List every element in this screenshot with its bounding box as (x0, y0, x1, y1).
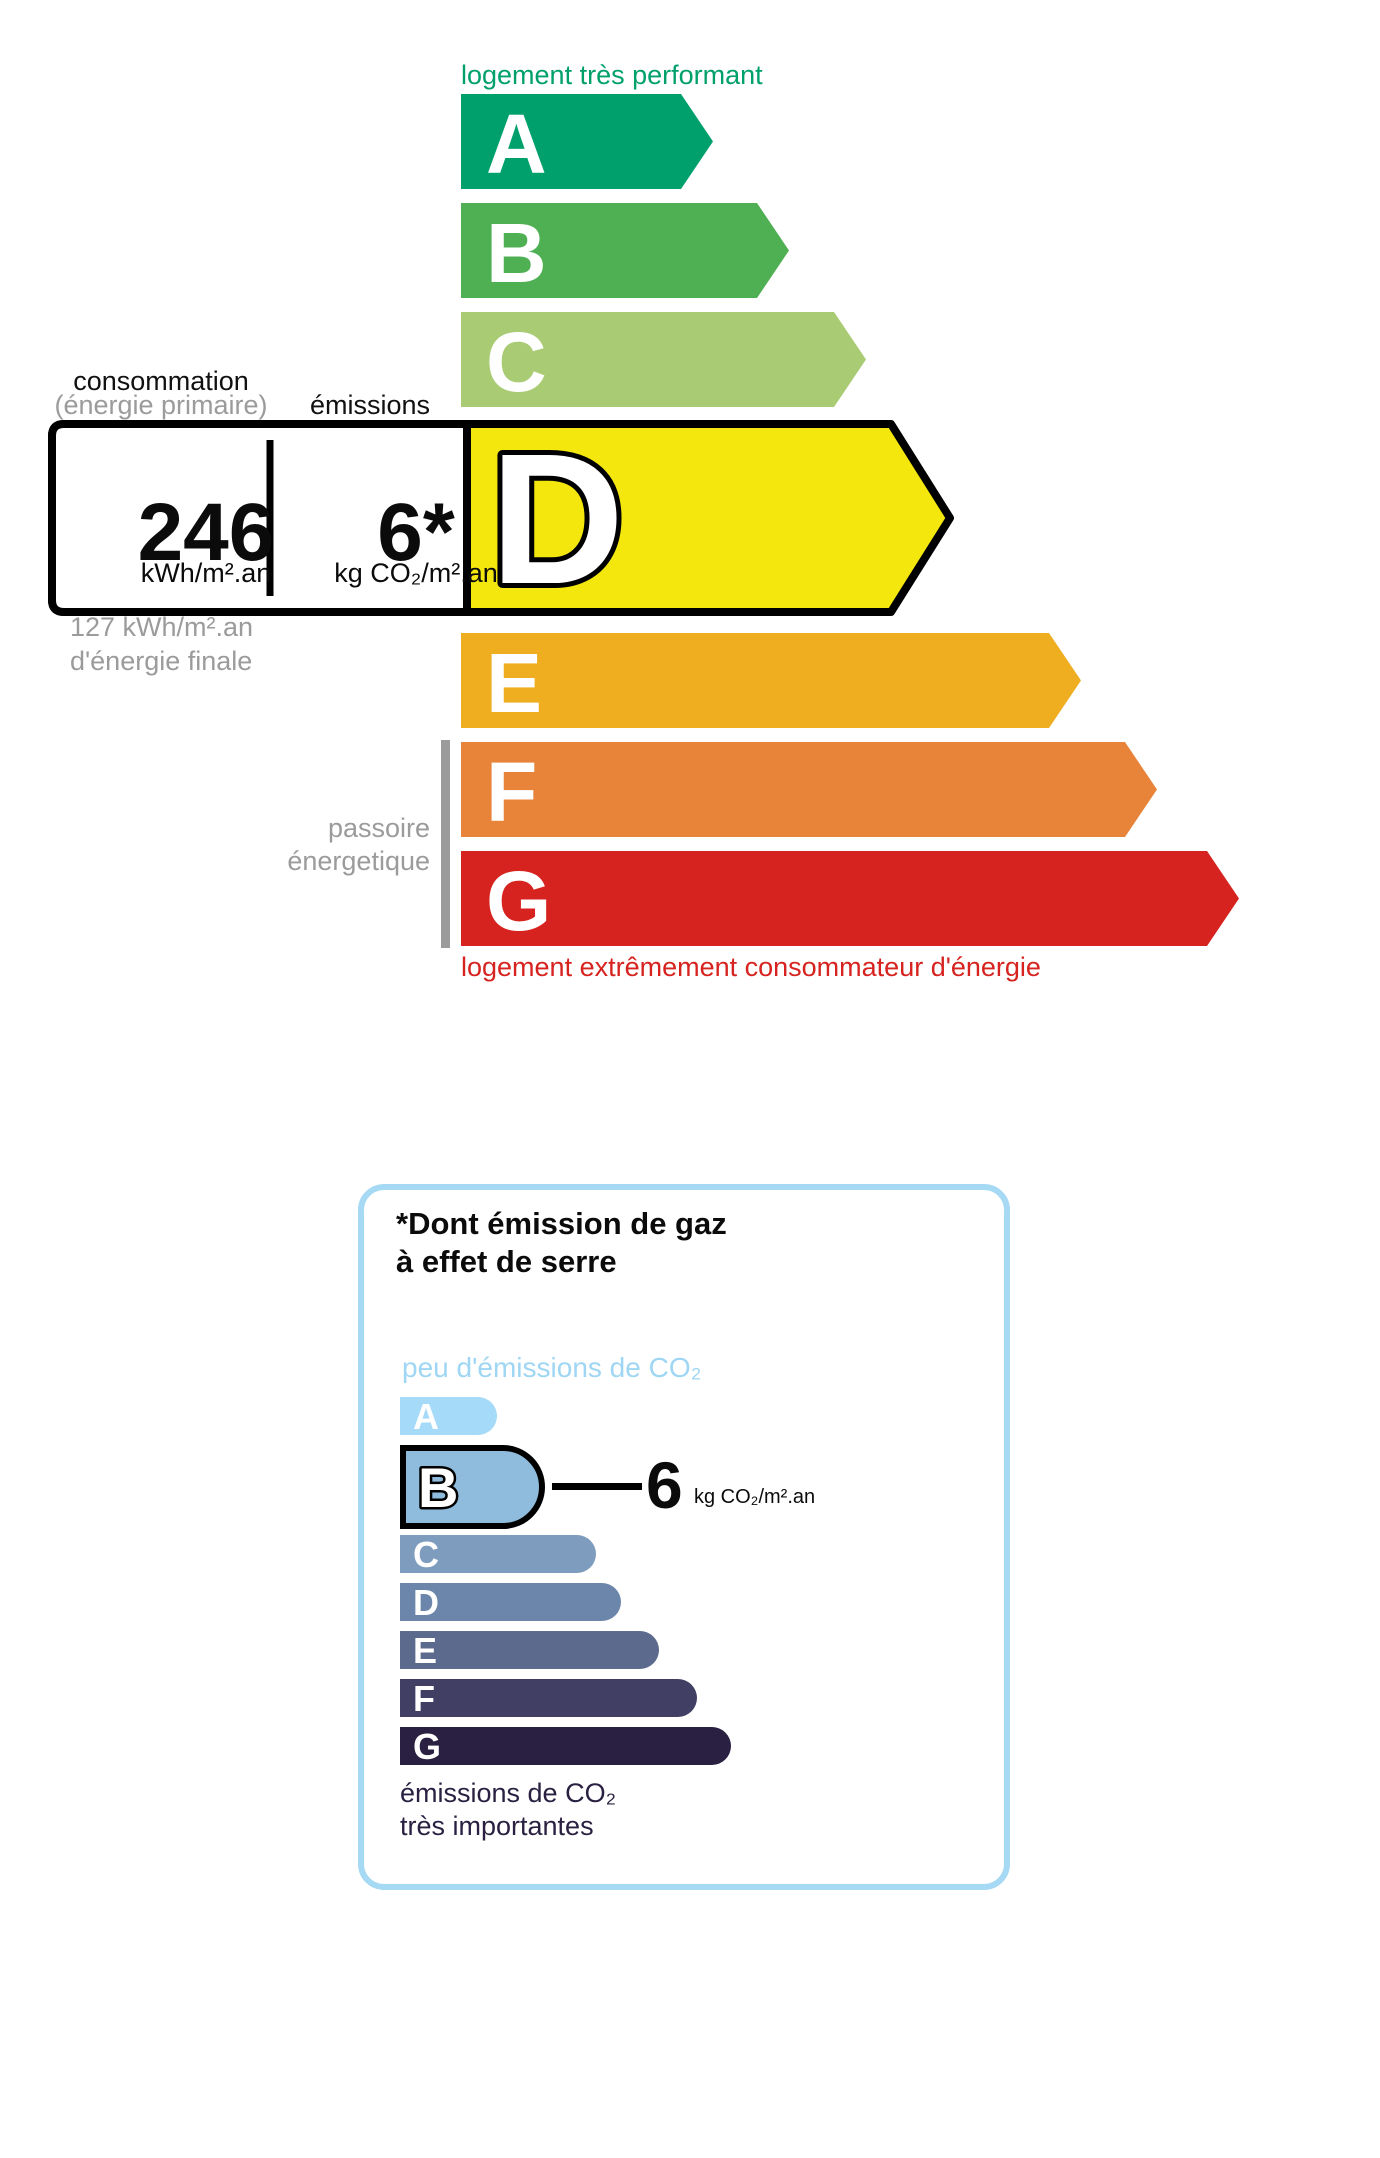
consumption-value: 246 (137, 487, 275, 578)
co2-class-letter-f: F (413, 1678, 435, 1719)
emissions-value: 6* (377, 487, 455, 578)
co2-class-bar-g: G (400, 1727, 731, 1765)
co2-low-emissions-label: peu d'émissions de CO₂ (402, 1352, 702, 1383)
co2-panel-title-line1: *Dont émission de gaz (396, 1206, 727, 1241)
co2-high-emissions-label-line2: très importantes (400, 1811, 594, 1841)
energy-class-bar-b: B (461, 203, 789, 298)
energy-class-bar-a: A (461, 94, 713, 189)
co2-panel-title-line2: à effet de serre (396, 1244, 617, 1279)
co2-class-bar-d: D (400, 1583, 621, 1621)
co2-class-letter-a: A (413, 1396, 439, 1437)
energy-class-letter-f: F (486, 744, 538, 839)
energy-sieve-label: passoire énergetique (180, 812, 430, 878)
co2-current-class-arrow (400, 1445, 545, 1529)
energy-class-letter-e: E (486, 635, 543, 730)
co2-value-connector-line (552, 1483, 642, 1490)
co2-class-letter-e: E (413, 1630, 438, 1671)
final-energy-note-line1: 127 kWh/m².an (70, 612, 254, 642)
co2-value-unit: kg CO₂/m².an (694, 1486, 816, 1508)
co2-panel-title: *Dont émission de gaz à effet de serre (396, 1205, 727, 1281)
co2-class-letter-g: G (413, 1726, 442, 1767)
bottom-consumer-label: logement extrêmement consommateur d'éner… (461, 952, 1041, 982)
energy-sieve-label-line2: énergetique (287, 846, 430, 876)
co2-current-class-letter: B (416, 1456, 461, 1520)
energy-class-letter-c: C (486, 314, 547, 409)
co2-high-emissions-label: émissions de CO₂ très importantes (400, 1777, 616, 1843)
value-box-shape (48, 420, 471, 616)
co2-high-emissions-label-line1: émissions de CO₂ (400, 1778, 617, 1808)
co2-class-letter-d: D (413, 1582, 439, 1623)
co2-class-bar-c: C (400, 1535, 596, 1573)
energy-class-bar-e: E (461, 633, 1081, 728)
energy-class-letter-b: B (486, 205, 547, 300)
consumption-header: consommation (73, 366, 249, 396)
svg-text:B: B (418, 1456, 458, 1519)
emissions-unit: kg CO₂/m².an (334, 558, 498, 588)
energy-class-bar-g: G (461, 851, 1239, 946)
energy-class-bar-c: C (461, 312, 866, 407)
consumption-unit: kWh/m².an (140, 558, 272, 588)
co2-class-bar-e: E (400, 1631, 659, 1669)
energy-class-letter-a: A (486, 96, 547, 191)
emissions-header: émissions (309, 390, 431, 420)
co2-class-bar-a: A (400, 1397, 497, 1435)
final-energy-note: 127 kWh/m².an d'énergie finale (70, 610, 253, 678)
co2-class-letter-c: C (413, 1534, 439, 1575)
energy-class-letter-g: G (486, 853, 552, 948)
energy-sieve-label-line1: passoire (327, 813, 430, 843)
final-energy-note-line2: d'énergie finale (70, 646, 253, 676)
top-performance-label: logement très performant (461, 60, 763, 90)
energy-sieve-bracket (441, 740, 450, 948)
co2-value: 6 (646, 1448, 683, 1522)
energy-class-bar-f: F (461, 742, 1157, 837)
current-class-letter: D (490, 420, 624, 616)
primary-energy-subheader: (énergie primaire) (54, 390, 268, 420)
co2-emissions-panel: *Dont émission de gaz à effet de serre p… (358, 1184, 1010, 1890)
current-class-banner: D (48, 420, 954, 616)
co2-class-bar-f: F (400, 1679, 697, 1717)
